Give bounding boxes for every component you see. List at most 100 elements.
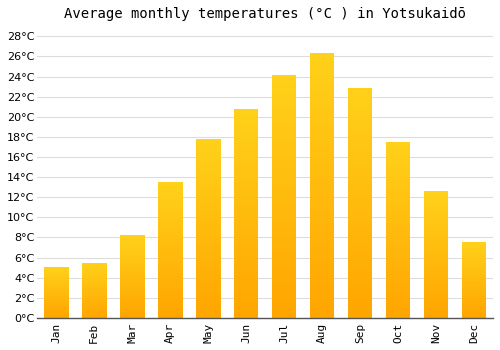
Bar [44,293,68,294]
Bar [272,89,296,92]
Bar [386,242,410,244]
Bar [272,143,296,145]
Bar [424,284,448,285]
Bar [272,303,296,306]
Bar [272,284,296,286]
Bar [44,269,68,270]
Bar [196,203,220,205]
Bar [310,88,334,90]
Bar [386,247,410,249]
Bar [120,281,144,282]
Bar [234,193,258,195]
Bar [462,254,486,255]
Bar [234,190,258,192]
Bar [348,108,372,111]
Bar [196,268,220,270]
Bar [120,250,144,251]
Bar [44,273,68,274]
Bar [424,205,448,206]
Bar [462,315,486,316]
Bar [424,238,448,239]
Bar [424,266,448,267]
Bar [462,276,486,278]
Bar [234,144,258,146]
Bar [234,117,258,119]
Bar [82,301,106,302]
Bar [310,273,334,275]
Bar [424,231,448,232]
Bar [120,316,144,317]
Bar [234,150,258,153]
Bar [386,267,410,269]
Bar [120,273,144,274]
Bar [272,211,296,213]
Bar [348,196,372,198]
Bar [272,79,296,82]
Bar [424,294,448,295]
Bar [310,98,334,101]
Bar [386,156,410,158]
Bar [158,222,182,223]
Bar [348,244,372,246]
Bar [158,234,182,235]
Bar [82,307,106,308]
Bar [196,216,220,218]
Bar [234,180,258,182]
Bar [386,269,410,271]
Bar [310,249,334,252]
Bar [158,224,182,226]
Bar [348,288,372,290]
Bar [348,235,372,237]
Bar [120,291,144,292]
Bar [44,285,68,286]
Bar [234,297,258,299]
Bar [424,253,448,254]
Bar [424,208,448,209]
Bar [348,304,372,307]
Bar [44,304,68,305]
Bar [310,138,334,141]
Bar [158,300,182,302]
Bar [310,199,334,202]
Bar [462,304,486,305]
Bar [272,113,296,116]
Bar [234,216,258,218]
Bar [310,122,334,125]
Bar [158,268,182,269]
Bar [348,122,372,125]
Bar [424,248,448,250]
Bar [234,199,258,201]
Bar [196,309,220,311]
Bar [462,278,486,279]
Bar [234,224,258,226]
Bar [348,279,372,281]
Bar [234,211,258,214]
Bar [196,239,220,241]
Bar [272,257,296,260]
Bar [158,315,182,317]
Bar [82,289,106,290]
Bar [82,275,106,276]
Bar [158,220,182,222]
Bar [386,198,410,200]
Bar [462,296,486,297]
Bar [424,262,448,264]
Bar [310,117,334,120]
Bar [348,170,372,173]
Bar [424,295,448,296]
Bar [310,289,334,292]
Bar [272,301,296,303]
Bar [158,198,182,200]
Bar [386,212,410,214]
Bar [44,289,68,290]
Bar [158,287,182,288]
Bar [196,303,220,306]
Bar [348,164,372,166]
Bar [82,316,106,317]
Bar [120,284,144,285]
Bar [348,230,372,233]
Bar [234,253,258,255]
Bar [234,163,258,165]
Bar [272,194,296,196]
Bar [386,260,410,261]
